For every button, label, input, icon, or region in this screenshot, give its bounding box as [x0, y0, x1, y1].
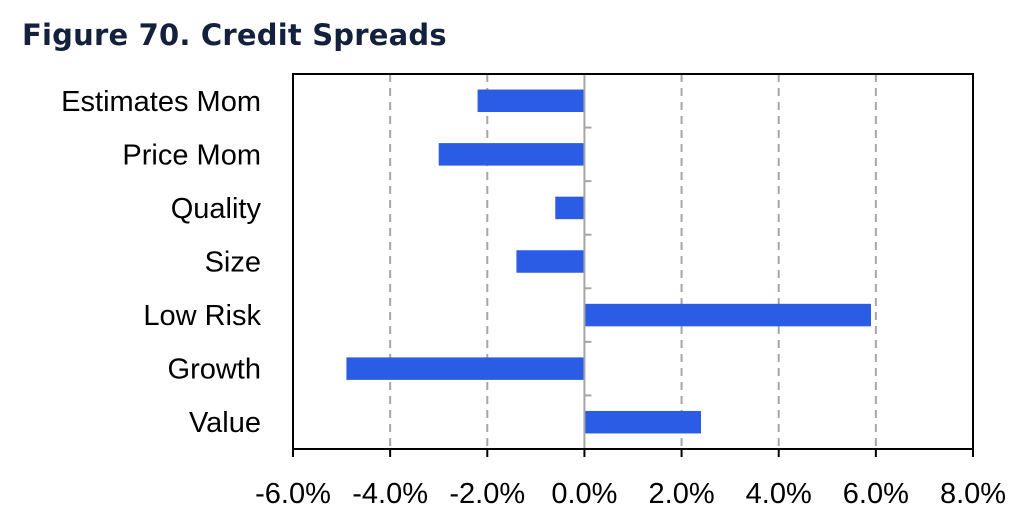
category-label: Low Risk	[143, 300, 261, 332]
bar	[346, 357, 585, 380]
bar	[584, 303, 871, 327]
category-label: Size	[205, 247, 261, 279]
chart-title: Figure 70. Credit Spreads	[22, 18, 447, 52]
x-tick-label: 8.0%	[940, 478, 1006, 510]
x-tick-label: 0.0%	[551, 478, 617, 510]
plot-frame	[292, 73, 974, 450]
bar	[438, 143, 585, 166]
x-tick-label: -2.0%	[449, 478, 525, 510]
category-label: Value	[189, 407, 261, 439]
bar	[555, 196, 585, 220]
category-label: Quality	[171, 193, 262, 225]
bar	[477, 89, 585, 113]
category-label: Price Mom	[122, 139, 261, 171]
category-label: Estimates Mom	[61, 86, 261, 118]
bar	[584, 410, 701, 434]
x-tick-label: 6.0%	[843, 478, 909, 510]
x-tick-label: 4.0%	[746, 478, 812, 510]
x-tick-label: 2.0%	[649, 478, 715, 510]
bar	[516, 250, 585, 273]
x-tick-label: -6.0%	[255, 478, 331, 510]
category-label: Growth	[168, 354, 261, 386]
x-tick-label: -4.0%	[352, 478, 428, 510]
